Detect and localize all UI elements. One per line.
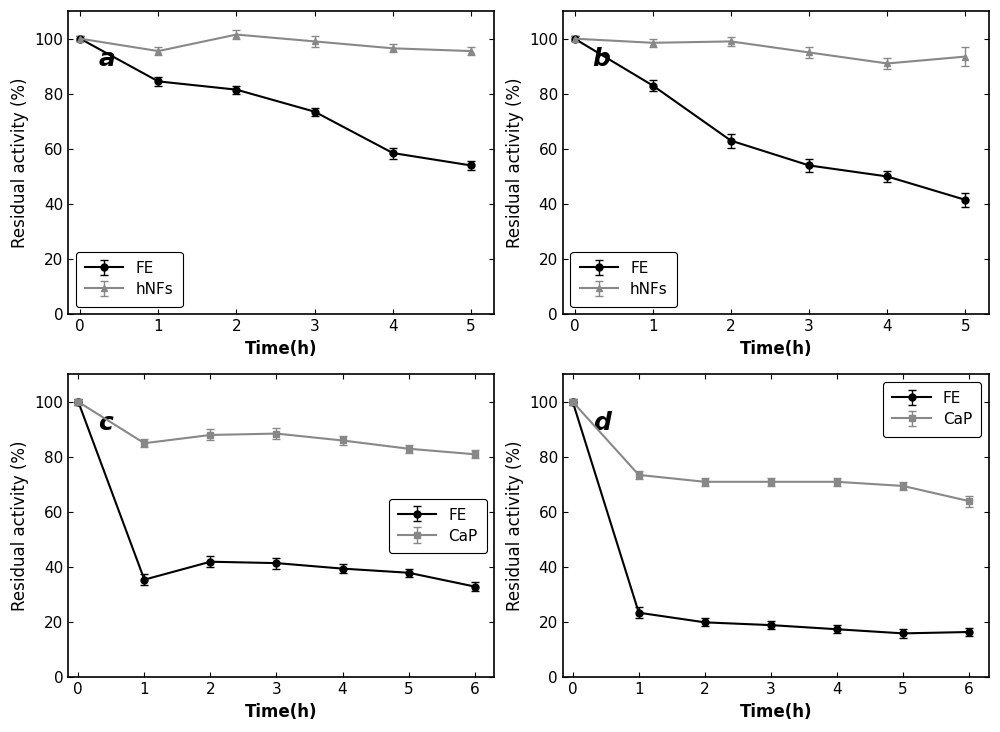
Legend: FE, CaP: FE, CaP [389,498,487,553]
X-axis label: Time(h): Time(h) [740,340,812,358]
Legend: FE, hNFs: FE, hNFs [570,252,677,307]
Y-axis label: Residual activity (%): Residual activity (%) [506,441,524,611]
Text: b: b [593,48,611,72]
Text: d: d [593,411,611,435]
X-axis label: Time(h): Time(h) [245,703,318,721]
Text: c: c [98,411,113,435]
X-axis label: Time(h): Time(h) [740,703,812,721]
Legend: FE, CaP: FE, CaP [883,382,981,436]
X-axis label: Time(h): Time(h) [245,340,318,358]
Legend: FE, hNFs: FE, hNFs [76,252,183,307]
Text: a: a [98,48,115,72]
Y-axis label: Residual activity (%): Residual activity (%) [506,78,524,248]
Y-axis label: Residual activity (%): Residual activity (%) [11,78,29,248]
Y-axis label: Residual activity (%): Residual activity (%) [11,441,29,611]
